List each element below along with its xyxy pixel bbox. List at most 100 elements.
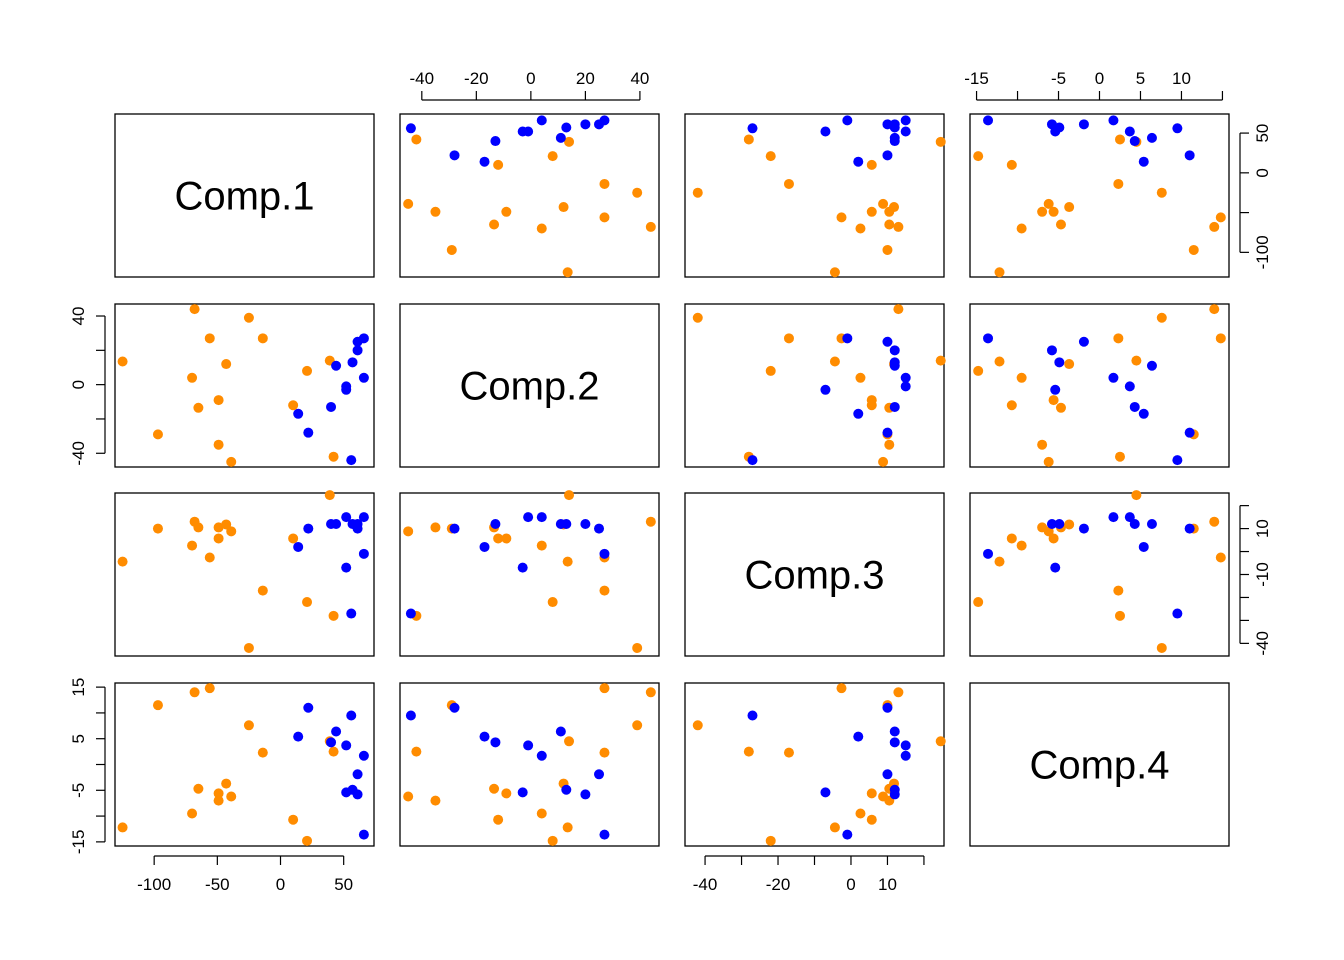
point [152,700,163,711]
point [117,556,128,567]
point [352,345,363,356]
point [331,360,342,371]
point [187,372,198,383]
point [747,710,758,721]
point [226,791,237,802]
variable-name: Comp.1 [174,175,314,219]
point [547,835,558,846]
point [479,156,490,167]
point [430,206,441,217]
point [257,585,268,596]
x-tick-label: 5 [1136,69,1145,88]
point [501,533,512,544]
panel-box [114,113,375,278]
point [243,720,254,731]
point [866,206,877,217]
point [187,808,198,819]
point [489,219,500,230]
point [882,769,893,780]
point [1006,533,1017,544]
point [765,835,776,846]
point [352,789,363,800]
point [257,747,268,758]
point [580,789,591,800]
point [594,523,605,534]
point [1114,610,1125,621]
point [324,490,335,501]
y-tick-label: -40 [1253,631,1272,656]
point [152,429,163,440]
panel-box [969,303,1230,468]
point [547,597,558,608]
x-tick-label: -40 [410,69,435,88]
panel-box [969,492,1230,657]
point [973,365,984,376]
point [599,178,610,189]
point [645,221,656,232]
point [358,333,369,344]
point [829,356,840,367]
point [853,731,864,742]
point [243,642,254,653]
point [900,372,911,383]
point [820,126,831,137]
point [889,357,900,368]
point [1215,552,1226,563]
x-tick-label: -40 [693,875,718,894]
point [303,523,314,534]
point [1037,439,1048,450]
point [411,746,422,757]
point [187,540,198,551]
point [889,132,900,143]
point [836,683,847,694]
x-tick-label: -100 [137,875,171,894]
point [204,683,215,694]
x-tick-label: 0 [276,875,285,894]
point [1138,541,1149,552]
point [193,783,204,794]
point [213,395,224,406]
y-tick-label: -15 [69,830,88,855]
point [1108,372,1119,383]
point [358,829,369,840]
point [599,829,610,840]
y-tick-label: -100 [1253,235,1272,269]
point [221,778,232,789]
point [842,115,853,126]
point [293,408,304,419]
point [889,119,900,130]
variable-name: Comp.2 [459,365,599,409]
point [820,787,831,798]
point [226,456,237,467]
point [1037,206,1048,217]
point [1064,519,1075,530]
point [1156,642,1167,653]
point [331,518,342,529]
x-tick-label: 10 [1172,69,1191,88]
point [564,490,575,501]
point [213,533,224,544]
point [189,687,200,698]
point [479,731,490,742]
point [523,512,534,523]
y-tick-label: 5 [69,734,88,743]
point [1108,512,1119,523]
point [1114,451,1125,462]
point [747,455,758,466]
point [302,835,313,846]
point [866,788,877,799]
point [1156,312,1167,323]
point [536,512,547,523]
panel-box [684,113,945,278]
point [1050,384,1061,395]
point [889,737,900,748]
point [490,136,501,147]
point [836,212,847,223]
x-tick-label: -15 [964,69,989,88]
panel-box [399,682,660,847]
point [346,608,357,619]
point [358,372,369,383]
point [1124,381,1135,392]
point [403,791,414,802]
panel-box [684,303,945,468]
